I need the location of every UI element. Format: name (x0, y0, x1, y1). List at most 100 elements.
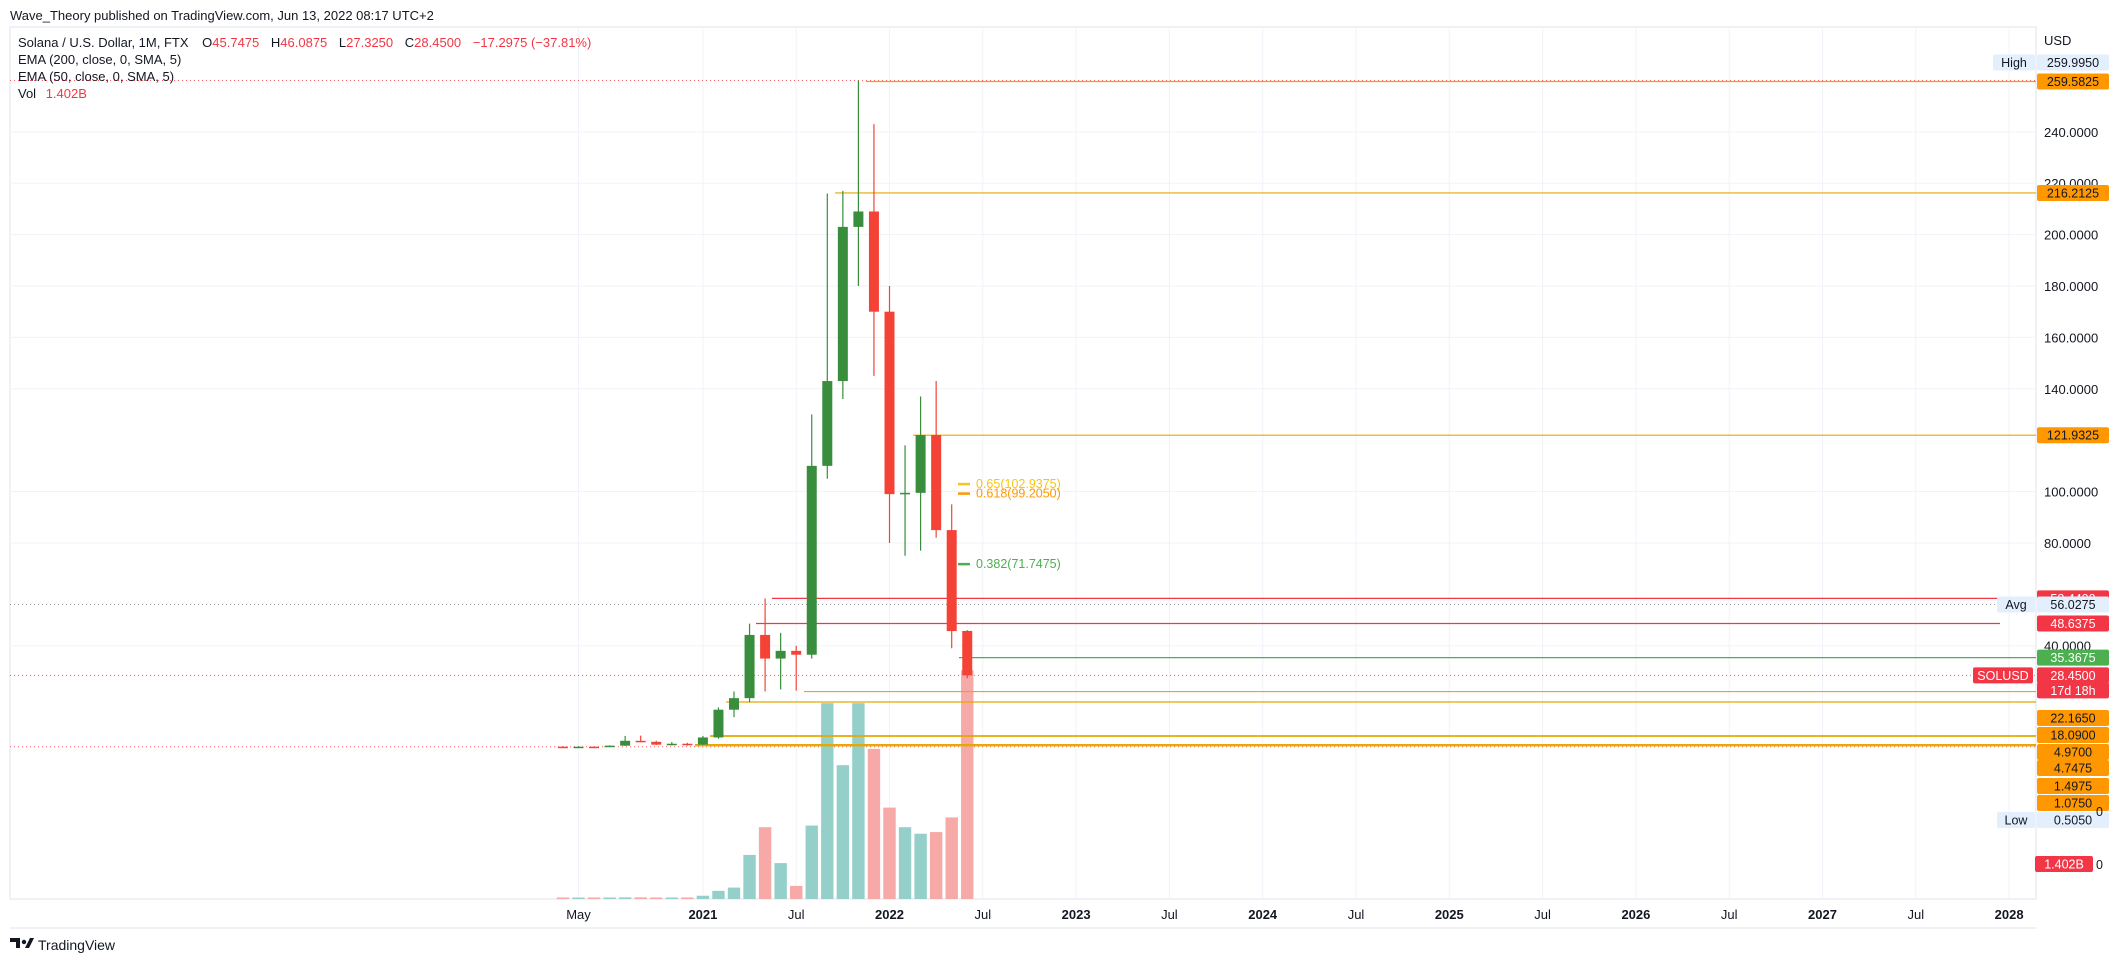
candle-body[interactable] (635, 740, 646, 743)
candle-body[interactable] (729, 698, 739, 710)
volume-bar (821, 703, 834, 899)
level-badge-bg (2037, 727, 2109, 743)
candle-body[interactable] (962, 630, 973, 676)
candle-body[interactable] (884, 311, 895, 495)
tradingview-logo[interactable]: TradingView (10, 937, 116, 953)
volume-bar (790, 885, 803, 899)
level-badge-bg (2037, 649, 2109, 666)
time-tick-label[interactable]: 2027 (1808, 907, 1837, 922)
candle-body[interactable] (806, 465, 817, 655)
candle-body[interactable] (713, 709, 724, 738)
fib-levels: 0.65(102.9375)0.618(99.2050) 0.382(71.747… (958, 477, 1061, 571)
volume-badge-label: 1.402B (2044, 858, 2084, 872)
candle-body[interactable] (573, 746, 584, 749)
time-tick-label[interactable]: 2024 (1248, 907, 1278, 922)
time-tick-label[interactable]: Jul (1348, 907, 1365, 922)
plot-area[interactable] (9, 26, 2037, 900)
volume-bar (587, 897, 601, 899)
candle-body[interactable] (837, 226, 848, 382)
volume-bar (774, 863, 787, 899)
avg-tag-label: Avg (2005, 598, 2026, 612)
time-tick-label[interactable]: Jul (1161, 907, 1178, 922)
candle-body[interactable] (744, 634, 755, 699)
time-tick-label[interactable]: 2026 (1621, 907, 1650, 922)
avg-price-badge-label: 56.0275 (2050, 598, 2095, 612)
candle-body[interactable] (868, 211, 879, 312)
price-tick-label[interactable]: 240.0000 (2044, 125, 2098, 140)
candle-body[interactable] (604, 745, 615, 748)
time-tick-label[interactable]: Jul (974, 907, 991, 922)
ema200-legend[interactable]: EMA (200, close, 0, SMA, 5) (18, 52, 181, 67)
volume-bar (603, 897, 616, 899)
candle-body[interactable] (915, 435, 926, 493)
symbol-tag-label: SOLUSD (1977, 669, 2028, 683)
volume-bar (681, 897, 694, 899)
candle-body[interactable] (697, 737, 708, 745)
high-tag-label: High (2001, 56, 2027, 70)
candle-body[interactable] (853, 211, 864, 227)
time-tick-label[interactable]: Jul (1534, 907, 1551, 922)
volume-bar (727, 887, 741, 899)
fib-label: 0.618(99.2050) (976, 487, 1061, 501)
level-badge-bg (2037, 427, 2109, 444)
brand-name: TradingView (38, 937, 116, 953)
time-axis[interactable]: May 2021 Jul 2022 Jul 2023 Jul 2024 Jul 2025 Jul 20… (566, 907, 2023, 922)
level-badge-bg (2037, 73, 2109, 90)
price-tick-label[interactable]: 200.0000 (2044, 228, 2098, 243)
time-tick-label[interactable]: 2021 (688, 907, 717, 922)
level-badge-bg (2037, 710, 2109, 726)
close-label: C (405, 35, 414, 50)
price-tick-label[interactable]: 100.0000 (2044, 485, 2098, 500)
symbol-tag-bg (1973, 667, 2033, 684)
last-price-badge-label: 28.4500 (2050, 669, 2095, 683)
candle-body[interactable] (775, 650, 786, 659)
ema50-legend[interactable]: EMA (50, close, 0, SMA, 5) (18, 69, 174, 84)
high-price-badge-bg (2037, 54, 2109, 71)
volume-bar (805, 825, 818, 899)
avg-tag-bg (1997, 596, 2035, 613)
price-tick-label[interactable]: 140.0000 (2044, 382, 2098, 397)
countdown-badge-bg (2037, 682, 2109, 699)
price-tick-label[interactable]: 80.0000 (2044, 536, 2091, 551)
volume-value: 1.402B (46, 86, 87, 101)
candle-body[interactable] (791, 650, 802, 655)
level-badge-bg (2037, 778, 2109, 794)
last-price-badge-bg (2037, 667, 2109, 684)
candle-body[interactable] (682, 743, 693, 746)
volume-bar (867, 748, 881, 899)
volume-bar (929, 832, 943, 899)
time-tick-label[interactable]: 2025 (1435, 907, 1464, 922)
candle-body[interactable] (931, 435, 942, 531)
candle-body[interactable] (620, 740, 631, 746)
open-value: 45.7475 (212, 35, 259, 50)
legend-line-ohlc: Solana / U.S. Dollar, 1M, FTX O45.7475 H… (18, 35, 591, 50)
price-tick-label[interactable]: 180.0000 (2044, 279, 2098, 294)
time-tick-label[interactable]: 2023 (1062, 907, 1091, 922)
time-tick-label[interactable]: Jul (1721, 907, 1738, 922)
candle-body[interactable] (946, 530, 957, 632)
change-value: −17.2975 (−37.81%) (473, 35, 592, 50)
time-tick-label[interactable]: 2028 (1995, 907, 2024, 922)
time-tick-label[interactable]: 2022 (875, 907, 904, 922)
candle-body[interactable] (589, 746, 600, 749)
time-tick-label[interactable]: Jul (1907, 907, 1924, 922)
candle-body[interactable] (822, 381, 833, 466)
candle-body[interactable] (900, 492, 911, 495)
high-price-badge-label: 259.9950 (2047, 56, 2099, 70)
candle-body[interactable] (651, 741, 662, 745)
volume-bar (556, 897, 570, 899)
price-tick-label[interactable]: 160.0000 (2044, 330, 2098, 345)
candle-body[interactable] (666, 743, 677, 746)
time-tick-label[interactable]: Jul (788, 907, 805, 922)
candlesticks[interactable] (557, 80, 973, 749)
symbol-title[interactable]: Solana / U.S. Dollar, 1M, FTX (18, 35, 189, 50)
volume-legend[interactable]: Vol 1.402B (18, 86, 87, 101)
time-tick-label[interactable]: May (566, 907, 591, 922)
high-value: 46.0875 (280, 35, 327, 50)
volume-bar (758, 827, 772, 899)
publish-line: Wave_Theory published on TradingView.com… (10, 8, 434, 23)
candle-body[interactable] (760, 634, 771, 659)
grid-layer (10, 27, 2036, 899)
candle-body[interactable] (557, 746, 568, 749)
